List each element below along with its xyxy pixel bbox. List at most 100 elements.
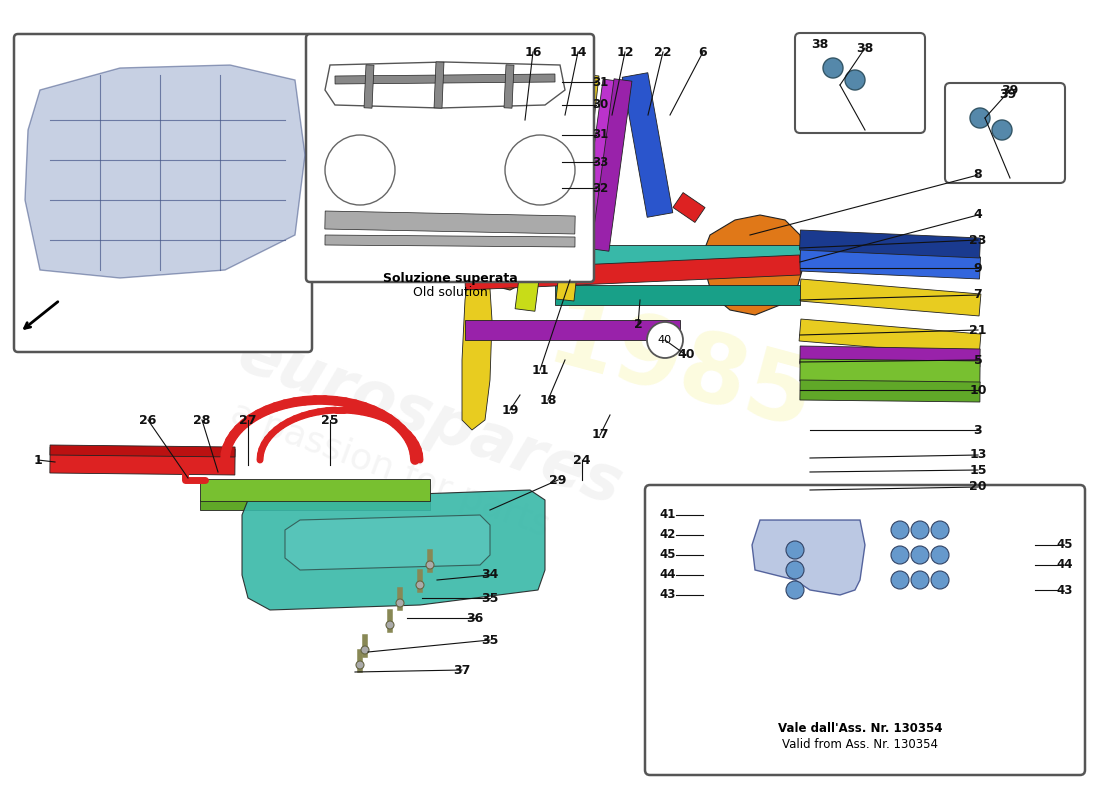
Polygon shape	[364, 65, 374, 108]
Polygon shape	[752, 520, 865, 595]
Circle shape	[786, 581, 804, 599]
Circle shape	[845, 70, 865, 90]
Circle shape	[356, 661, 364, 669]
Text: 4: 4	[974, 209, 982, 222]
Polygon shape	[800, 380, 980, 402]
Text: 6: 6	[698, 46, 707, 58]
Text: 1: 1	[34, 454, 43, 466]
Text: 9: 9	[974, 262, 982, 274]
Polygon shape	[464, 255, 801, 290]
Polygon shape	[583, 79, 617, 231]
Polygon shape	[285, 515, 490, 570]
Text: 15: 15	[969, 463, 987, 477]
Text: 17: 17	[592, 429, 608, 442]
Text: 30: 30	[592, 98, 608, 111]
Circle shape	[911, 521, 930, 539]
Polygon shape	[705, 215, 805, 315]
FancyBboxPatch shape	[795, 33, 925, 133]
Polygon shape	[465, 320, 680, 340]
Circle shape	[931, 546, 949, 564]
Text: 39: 39	[1001, 83, 1019, 97]
Circle shape	[992, 120, 1012, 140]
Polygon shape	[557, 74, 598, 301]
Text: 7: 7	[974, 289, 982, 302]
Polygon shape	[800, 249, 980, 279]
Polygon shape	[25, 65, 305, 278]
Text: 24: 24	[573, 454, 591, 466]
Text: 21: 21	[969, 323, 987, 337]
Text: 1985: 1985	[537, 290, 823, 450]
Circle shape	[931, 521, 949, 539]
Circle shape	[786, 541, 804, 559]
Polygon shape	[800, 359, 980, 383]
Circle shape	[931, 571, 949, 589]
Polygon shape	[50, 447, 235, 475]
Text: 26: 26	[140, 414, 156, 426]
Text: 40: 40	[658, 335, 672, 345]
Circle shape	[911, 546, 930, 564]
Text: 31: 31	[592, 75, 608, 89]
Text: 45: 45	[660, 549, 676, 562]
Text: 44: 44	[660, 569, 676, 582]
Text: 42: 42	[660, 529, 676, 542]
Polygon shape	[556, 245, 800, 265]
Polygon shape	[556, 285, 800, 305]
Text: 20: 20	[969, 481, 987, 494]
Polygon shape	[324, 211, 575, 234]
Polygon shape	[324, 235, 575, 247]
Text: a passion for parts: a passion for parts	[226, 397, 554, 543]
FancyBboxPatch shape	[645, 485, 1085, 775]
Text: 43: 43	[1057, 583, 1074, 597]
Polygon shape	[324, 62, 565, 108]
Text: 35: 35	[482, 634, 498, 646]
Text: Soluzione superata: Soluzione superata	[383, 272, 517, 285]
Text: 16: 16	[525, 46, 541, 58]
Text: Valid from Ass. Nr. 130354: Valid from Ass. Nr. 130354	[782, 738, 938, 751]
Text: 38: 38	[857, 42, 873, 54]
Text: 10: 10	[969, 383, 987, 397]
Polygon shape	[799, 279, 981, 316]
Text: 14: 14	[570, 46, 586, 58]
Polygon shape	[673, 193, 705, 222]
Circle shape	[324, 135, 395, 205]
Text: 36: 36	[466, 611, 484, 625]
Text: 22: 22	[654, 46, 672, 58]
Text: 43: 43	[660, 589, 676, 602]
Text: 29: 29	[549, 474, 566, 486]
Text: 23: 23	[969, 234, 987, 246]
Circle shape	[647, 322, 683, 358]
Polygon shape	[799, 319, 981, 356]
Circle shape	[891, 571, 909, 589]
Text: 19: 19	[502, 403, 519, 417]
Text: 44: 44	[1057, 558, 1074, 571]
Circle shape	[891, 546, 909, 564]
Text: 13: 13	[969, 449, 987, 462]
Circle shape	[970, 108, 990, 128]
Text: 39: 39	[1000, 89, 1016, 102]
Circle shape	[891, 521, 909, 539]
Text: eurospares: eurospares	[230, 322, 630, 518]
Circle shape	[416, 581, 424, 589]
Text: 32: 32	[592, 182, 608, 194]
Text: 8: 8	[974, 169, 982, 182]
Text: 18: 18	[539, 394, 557, 406]
Text: Vale dall'Ass. Nr. 130354: Vale dall'Ass. Nr. 130354	[778, 722, 943, 735]
Text: 5: 5	[974, 354, 982, 366]
Polygon shape	[434, 62, 444, 108]
FancyBboxPatch shape	[945, 83, 1065, 183]
Text: 3: 3	[974, 423, 982, 437]
Polygon shape	[50, 445, 235, 457]
Polygon shape	[242, 490, 544, 610]
Text: 38: 38	[812, 38, 828, 51]
Text: 33: 33	[592, 155, 608, 169]
Circle shape	[911, 571, 930, 589]
Circle shape	[786, 561, 804, 579]
Polygon shape	[504, 65, 514, 108]
Circle shape	[823, 58, 843, 78]
Text: 37: 37	[453, 663, 471, 677]
Text: 34: 34	[482, 569, 498, 582]
Text: 41: 41	[660, 509, 676, 522]
Text: 45: 45	[1057, 538, 1074, 551]
Polygon shape	[623, 73, 673, 218]
Text: 11: 11	[531, 363, 549, 377]
